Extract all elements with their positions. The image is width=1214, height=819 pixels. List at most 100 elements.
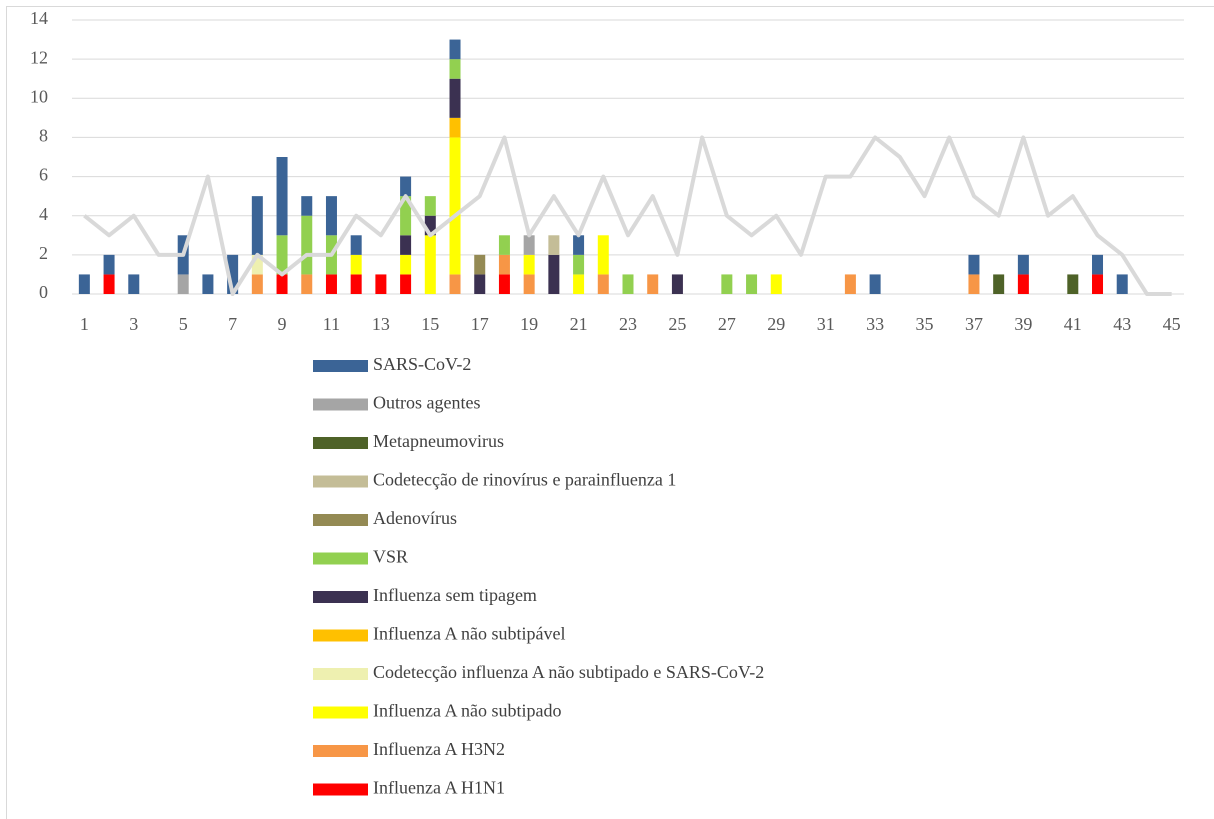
- x-tick-label: 1: [80, 314, 89, 334]
- x-tick-label: 21: [570, 314, 588, 334]
- bar-segment: [548, 235, 560, 255]
- bar-segment: [498, 254, 510, 275]
- bar-segment: [400, 254, 412, 275]
- bar-segment: [424, 235, 436, 294]
- bar-segment: [746, 274, 758, 294]
- legend-swatch: [313, 437, 368, 449]
- bar-segment: [276, 235, 288, 275]
- bar-segment: [375, 274, 387, 294]
- bar-segment: [1092, 274, 1104, 294]
- legend-swatch: [313, 629, 368, 642]
- x-tick-label: 41: [1064, 314, 1082, 334]
- x-tick-label: 3: [129, 314, 138, 334]
- bar-segment: [523, 235, 535, 255]
- y-tick-label: 14: [30, 8, 48, 28]
- x-tick-label: 43: [1113, 314, 1131, 334]
- legend-label: Codetecção influenza A não subtipado e S…: [373, 662, 764, 682]
- y-tick-label: 0: [39, 282, 48, 302]
- bar-segment: [424, 215, 436, 236]
- bar-segment: [770, 274, 782, 294]
- bar-segment: [968, 274, 980, 294]
- bar-segment: [474, 274, 486, 294]
- legend-swatch: [313, 475, 368, 488]
- x-tick-label: 33: [866, 314, 884, 334]
- bar-segment: [573, 235, 585, 255]
- x-tick-label: 15: [421, 314, 439, 334]
- bar-segment: [1116, 274, 1128, 294]
- legend-swatch: [313, 514, 368, 526]
- y-tick-label: 12: [30, 47, 48, 67]
- bar-segment: [350, 274, 362, 294]
- legend-label: Codetecção de rinovírus e parainfluenza …: [373, 470, 676, 490]
- bar-segment: [449, 39, 461, 60]
- bar-segment: [251, 274, 263, 294]
- bar-segment: [1092, 254, 1104, 275]
- legend-swatch: [313, 591, 368, 603]
- bar-segment: [449, 137, 461, 275]
- bar-segment: [647, 274, 659, 294]
- bar-segment: [350, 254, 362, 275]
- x-tick-label: 9: [278, 314, 287, 334]
- bar-segment: [350, 235, 362, 255]
- bar-segment: [276, 157, 288, 236]
- line-series: [83, 135, 1172, 296]
- bar-segment: [449, 59, 461, 79]
- x-tick-label: 5: [179, 314, 188, 334]
- legend-label: Não identificado: [373, 816, 493, 819]
- bar-segment: [325, 196, 337, 236]
- x-tick-label: 23: [619, 314, 637, 334]
- legend-label: Influenza A H1N1: [373, 778, 505, 798]
- legend-swatch: [313, 668, 368, 680]
- bar-segment: [400, 274, 412, 294]
- x-tick-label: 37: [965, 314, 983, 334]
- x-tick-label: 25: [668, 314, 686, 334]
- legend-swatch: [313, 360, 368, 372]
- bar-segment: [498, 274, 510, 294]
- bar-segment: [400, 196, 412, 236]
- bar-segment: [103, 274, 115, 294]
- bar-segment: [227, 254, 239, 294]
- legend-swatch: [313, 398, 368, 411]
- bar-segment: [721, 274, 733, 294]
- x-tick-label: 11: [323, 314, 340, 334]
- legend-label: Metapneumovirus: [373, 431, 504, 451]
- x-tick-label: 19: [520, 314, 538, 334]
- legend-label: Adenovírus: [373, 508, 457, 528]
- bar-segment: [301, 274, 313, 294]
- legend-label: Outros agentes: [373, 393, 480, 413]
- bar-segment: [202, 274, 214, 294]
- legend-swatch: [313, 706, 368, 719]
- legend-label: Influenza A H3N2: [373, 739, 505, 759]
- x-tick-label: 45: [1163, 314, 1181, 334]
- x-tick-label: 31: [817, 314, 835, 334]
- y-tick-label: 4: [39, 204, 48, 224]
- bar-segment: [671, 274, 683, 294]
- bar-segment: [449, 78, 461, 118]
- bar-segment: [523, 274, 535, 294]
- bar-segment: [993, 274, 1005, 294]
- bar-segment: [597, 235, 609, 275]
- bar-segment: [1017, 274, 1029, 294]
- bar-segment: [301, 196, 313, 216]
- bar-segment: [474, 254, 486, 275]
- chart-border: [6, 6, 1214, 819]
- bar-segment: [251, 196, 263, 255]
- bar-segment: [424, 196, 436, 216]
- legend-label: Influenza sem tipagem: [373, 585, 537, 605]
- bar-segment: [103, 254, 115, 275]
- x-tick-label: 7: [228, 314, 237, 334]
- legend-label: VSR: [373, 547, 408, 567]
- bar-segment: [573, 254, 585, 275]
- bar-segment: [449, 274, 461, 294]
- bar-segment: [1067, 274, 1079, 294]
- legend-label: Influenza A não subtipado: [373, 701, 561, 721]
- bar-segment: [449, 117, 461, 138]
- bar-segment: [276, 274, 288, 294]
- bar-segment: [968, 254, 980, 275]
- bar-segment: [177, 274, 189, 294]
- y-tick-label: 2: [39, 243, 48, 263]
- bar-segment: [523, 254, 535, 275]
- bar-segment: [128, 274, 140, 294]
- x-tick-label: 29: [767, 314, 785, 334]
- y-tick-label: 10: [30, 86, 48, 106]
